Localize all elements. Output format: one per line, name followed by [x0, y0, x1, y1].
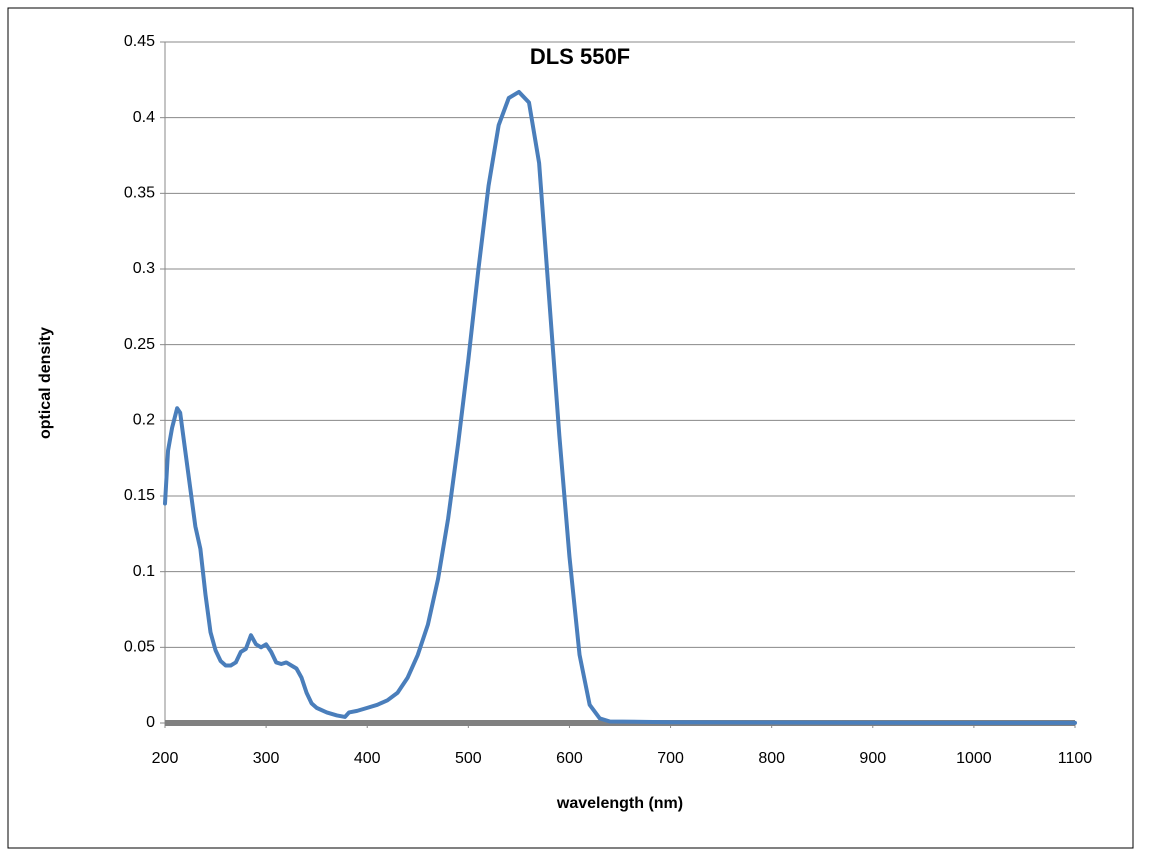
- y-tick-label: 0.15: [124, 487, 155, 504]
- x-tick-label: 400: [354, 750, 381, 767]
- x-tick-label: 1000: [956, 750, 992, 767]
- data-line: [163, 89, 1077, 725]
- y-axis-label: optical density: [37, 327, 54, 439]
- x-tick-label: 200: [152, 750, 179, 767]
- y-tick-label: 0.2: [133, 412, 155, 429]
- x-tick-label: 500: [455, 750, 482, 767]
- y-tick-label: 0.35: [124, 185, 155, 202]
- y-tick-label: 0.3: [133, 260, 155, 277]
- x-tick-label: 1100: [1058, 750, 1093, 767]
- x-tick-label: 300: [253, 750, 280, 767]
- y-tick-label: 0.25: [124, 336, 155, 353]
- y-tick-label: 0.1: [133, 563, 155, 580]
- x-tick-label: 700: [657, 750, 684, 767]
- y-tick-label: 0.05: [124, 639, 155, 656]
- x-tick-label: 900: [859, 750, 886, 767]
- x-tick-label: 800: [758, 750, 785, 767]
- chart-title: DLS 550F: [530, 44, 630, 69]
- y-tick-label: 0: [146, 714, 155, 731]
- x-tick-label: 600: [556, 750, 583, 767]
- chart-frame: [7, 7, 1134, 849]
- y-tick-label: 0.4: [133, 109, 155, 126]
- x-axis-label: wavelength (nm): [556, 795, 683, 812]
- y-tick-label: 0.45: [124, 33, 155, 50]
